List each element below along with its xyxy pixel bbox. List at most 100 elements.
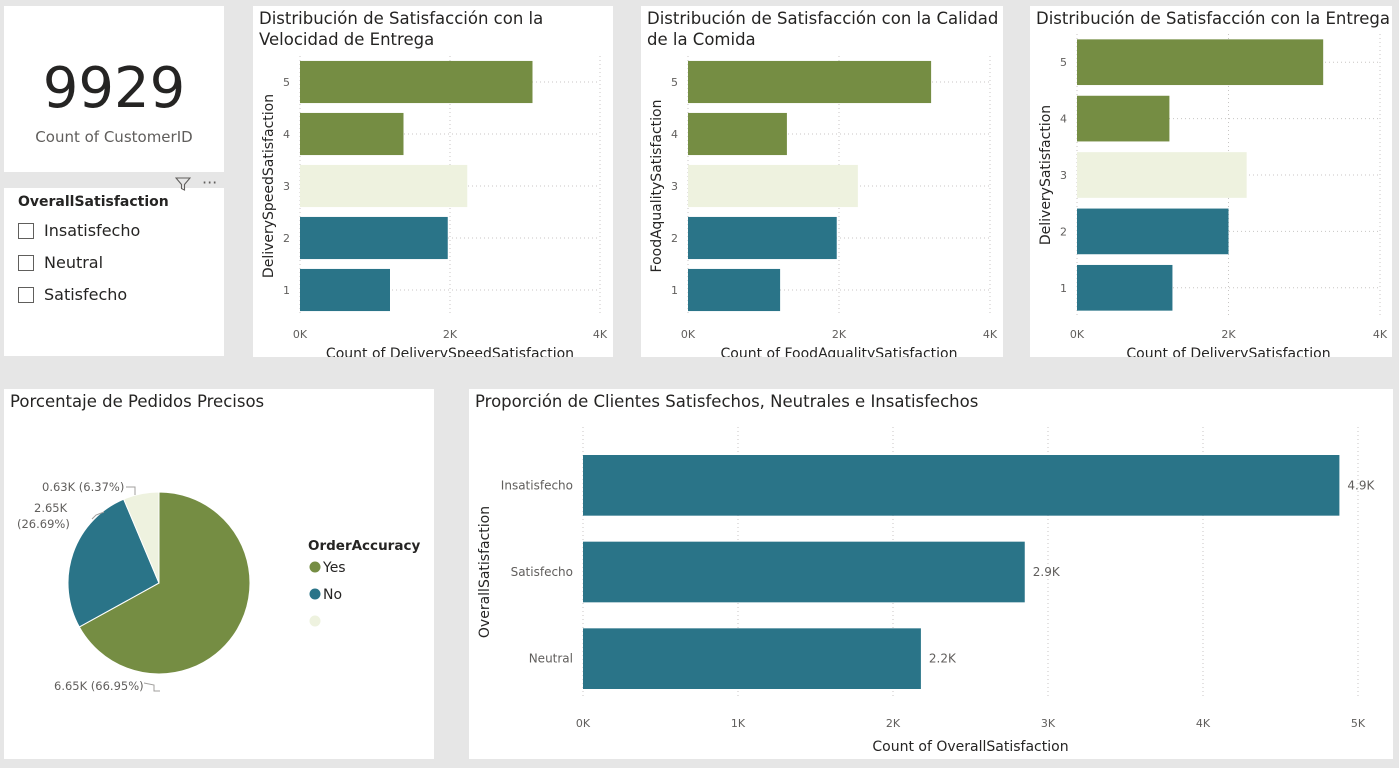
x-axis-title: Count of DeliverySatisfaction: [1126, 346, 1330, 357]
slicer-item-label: Insatisfecho: [44, 221, 141, 240]
slicer-item-neutral[interactable]: Neutral: [18, 253, 103, 272]
bar: [688, 268, 781, 312]
legend-marker: [309, 588, 321, 600]
leader-line: [91, 511, 105, 520]
chart-card-food-quality: Distribución de Satisfacción con la Cali…: [641, 6, 1003, 357]
chart-title-line: Distribución de Satisfacción con la Cali…: [647, 9, 999, 28]
x-tick-label: 2K: [1221, 328, 1236, 341]
bar: [300, 216, 448, 260]
chart-title-line: Distribución de Satisfacción con la: [259, 9, 544, 28]
bar: [688, 60, 932, 104]
chart-title-line: de la Comida: [647, 30, 756, 49]
bar: [1077, 39, 1324, 86]
y-tick-label: 4: [283, 128, 290, 141]
y-tick-label: 4: [1060, 113, 1067, 126]
legend-title: OrderAccuracy: [308, 538, 420, 554]
y-tick-label: 2: [1060, 225, 1067, 238]
bar: [300, 268, 390, 312]
slicer-item-label: Satisfecho: [44, 285, 128, 304]
bar: [300, 164, 468, 208]
y-tick-label: 5: [671, 76, 678, 89]
checkbox[interactable]: [18, 286, 34, 303]
x-tick-label: 4K: [1373, 328, 1388, 341]
bar-chart-delivery: 0K 2K 4K 5 4 3 2 1 Count of DeliverySatisfaction…: [1038, 34, 1388, 357]
y-tick-label: 3: [671, 180, 678, 193]
data-label: 2.65K: [34, 501, 68, 515]
pie-slice: [67, 498, 160, 628]
bar-chart-delivery-speed: 0K 2K 4K 5 4 3 2 1 Count of DeliverySpeedSatisfa…: [261, 56, 608, 357]
data-label: 4.9K: [1347, 478, 1375, 492]
x-tick-label: 4K: [983, 328, 998, 341]
x-tick-label: 0K: [576, 717, 591, 730]
y-axis-title: FoodAqualitySatisfaction: [649, 100, 665, 273]
bar: [583, 455, 1340, 516]
legend-marker: [309, 561, 321, 573]
kpi-label: Count of CustomerID: [35, 128, 193, 146]
x-tick-label: 4K: [593, 328, 608, 341]
legend-marker: [309, 615, 321, 627]
x-tick-label: 0K: [293, 328, 308, 341]
x-tick-label: 0K: [1070, 328, 1085, 341]
kpi-card: 9929 Count of CustomerID: [4, 6, 224, 172]
filter-icon[interactable]: [174, 176, 192, 192]
chart-title: Distribución de Satisfacción con la Entr…: [1036, 8, 1390, 29]
bar: [1077, 208, 1229, 255]
bar: [1077, 264, 1173, 311]
y-tick-label: 2: [283, 232, 290, 245]
slicer-item-insatisfecho[interactable]: Insatisfecho: [18, 221, 140, 240]
bar: [688, 216, 837, 260]
y-tick-label: Insatisfecho: [501, 478, 573, 492]
x-axis-title: Count of DeliverySpeedSatisfaction: [326, 346, 574, 357]
chart-title: Porcentaje de Pedidos Precisos: [10, 392, 265, 411]
y-tick-label: Satisfecho: [511, 565, 573, 579]
checkbox[interactable]: [18, 222, 34, 239]
y-tick-label: 1: [283, 284, 290, 297]
y-axis-title: DeliverySpeedSatisfaction: [261, 94, 277, 278]
bar: [300, 112, 404, 156]
bar: [300, 60, 533, 104]
slicer-card: [4, 188, 224, 356]
checkbox[interactable]: [18, 254, 34, 271]
data-label: 2.9K: [1033, 565, 1061, 579]
x-tick-label: 2K: [832, 328, 847, 341]
leader-line: [126, 486, 136, 495]
bar: [583, 541, 1025, 603]
pie-slice: [123, 491, 160, 584]
bar: [688, 112, 787, 156]
chart-title: Distribución de Satisfacción con la Cali…: [647, 8, 998, 50]
x-axis-title: Count of OverallSatisfaction: [872, 739, 1068, 755]
chart-title-line: Velocidad de Entrega: [259, 30, 435, 49]
data-label: 6.65K (66.95%): [54, 679, 144, 693]
kpi-value: 9929: [42, 56, 186, 121]
slicer-item-label: Neutral: [44, 253, 104, 272]
y-tick-label: 4: [671, 128, 678, 141]
data-label: 2.2K: [929, 652, 957, 666]
more-options-icon[interactable]: ···: [202, 173, 218, 192]
x-tick-label: 4K: [1196, 717, 1211, 730]
legend-label: No: [323, 587, 342, 603]
y-tick-label: 1: [1060, 282, 1067, 295]
y-axis-title: DeliverySatisfaction: [1038, 105, 1054, 245]
y-tick-label: Neutral: [529, 652, 573, 666]
slicer-item-satisfecho[interactable]: Satisfecho: [18, 285, 127, 304]
chart-title: Distribución de Satisfacción con la Velo…: [259, 8, 543, 50]
bar-chart-food-quality: 0K 2K 4K 5 4 3 2 1 Count of FoodAqualitySatisfac…: [649, 56, 998, 357]
legend-label: Yes: [322, 560, 346, 576]
chart-card-delivery-speed: Distribución de Satisfacción con la Velo…: [253, 6, 613, 357]
y-tick-label: 2: [671, 232, 678, 245]
x-tick-label: 2K: [443, 328, 458, 341]
bar: [1077, 152, 1247, 198]
y-tick-label: 3: [283, 180, 290, 193]
y-tick-label: 3: [1060, 169, 1067, 182]
x-tick-label: 1K: [731, 717, 746, 730]
y-tick-label: 5: [1060, 56, 1067, 69]
bar-chart-overall-satisfaction: 0K 1K 2K 3K 4K 5K Insatisfecho 4.9K Satisfecho 2.…: [477, 427, 1375, 755]
pie-slice: [78, 491, 251, 675]
x-tick-label: 0K: [681, 328, 696, 341]
chart-card-order-accuracy: Porcentaje de Pedidos Precisos 6.65K (66…: [4, 389, 434, 759]
x-tick-label: 3K: [1041, 717, 1056, 730]
data-label: 0.63K (6.37%): [42, 480, 124, 494]
leader-line: [143, 682, 160, 692]
chart-title-line: Distribución de Satisfacción con la Entr…: [1036, 9, 1390, 28]
slicer-title: OverallSatisfaction: [18, 194, 169, 210]
